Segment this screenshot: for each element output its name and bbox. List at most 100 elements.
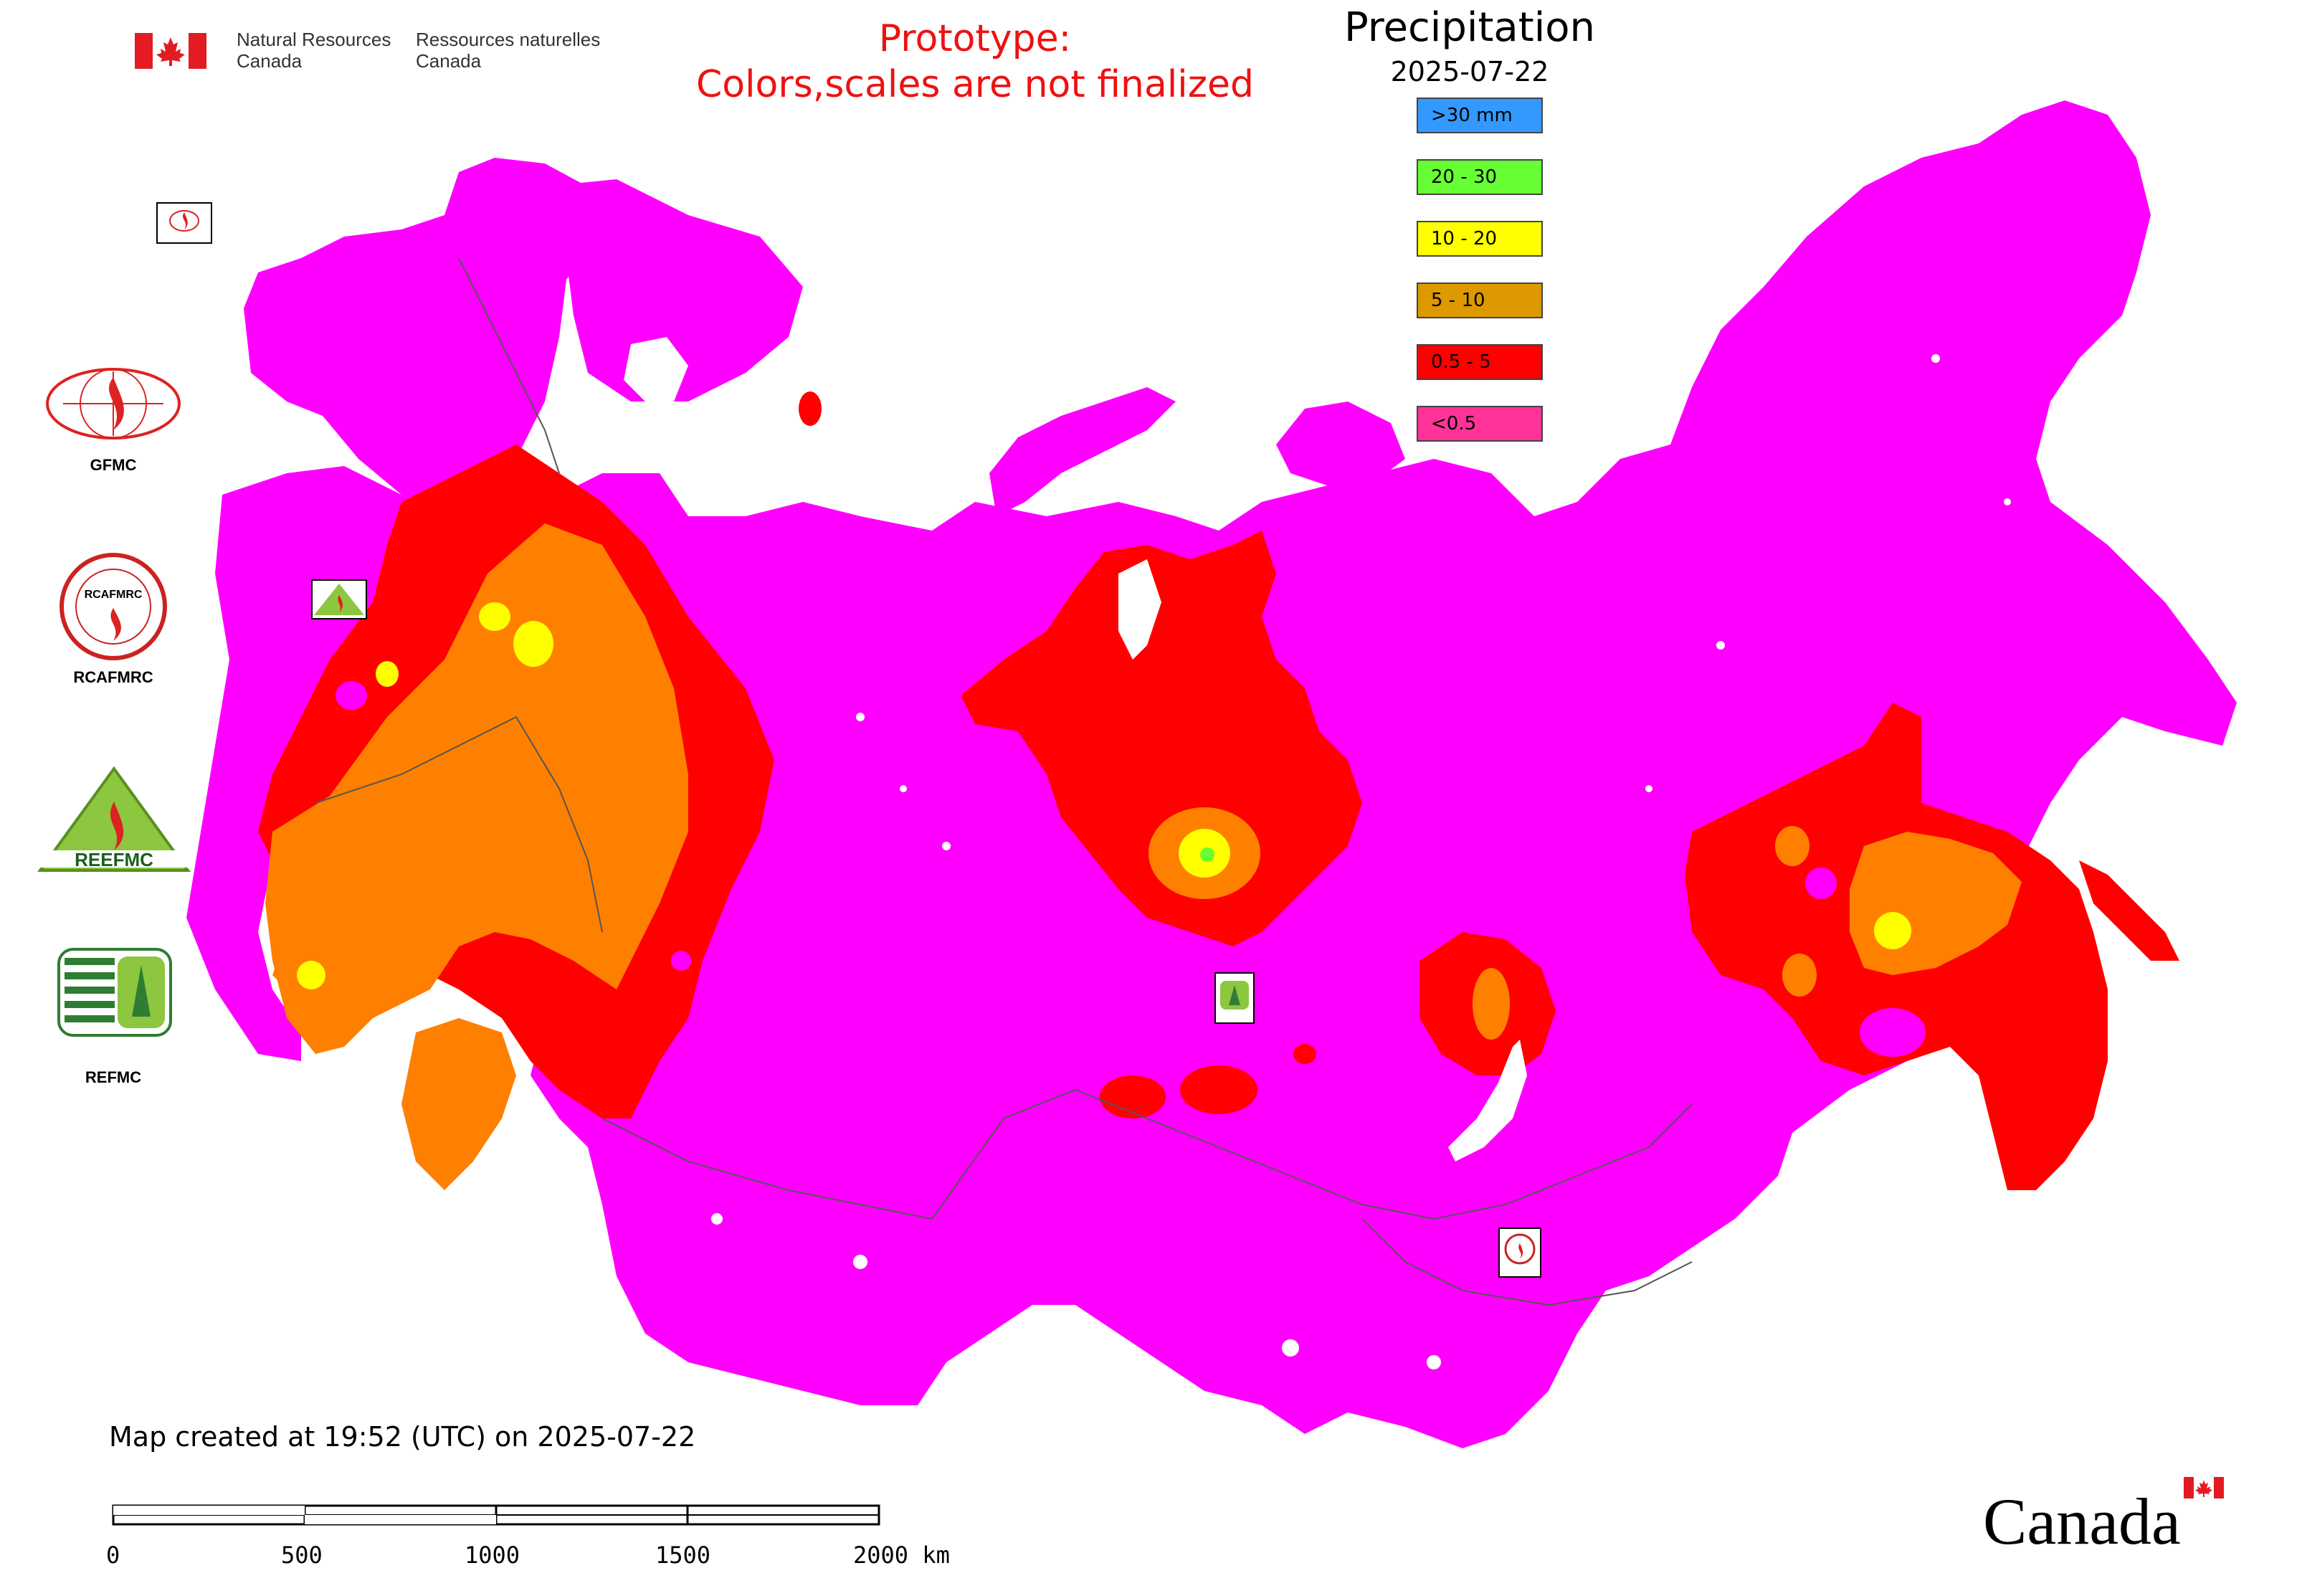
gfmc-logo xyxy=(42,364,185,443)
water-dot xyxy=(856,713,865,721)
magenta-spot-4 xyxy=(671,951,691,971)
canada-wordmark-flag-icon xyxy=(2184,1477,2224,1498)
nrcan-fr-line2: Canada xyxy=(416,50,482,72)
rcafmrc-logo: RCAFMRC xyxy=(57,551,169,662)
nrcan-fr-line1: Ressources naturelles xyxy=(416,29,601,50)
legend-item-gt-30: >30 mm xyxy=(1417,98,1543,133)
nrcan-en-line1: Natural Resources xyxy=(237,29,391,50)
rcafmrc-map-marker xyxy=(1498,1227,1541,1278)
scandinavia-region xyxy=(244,158,599,516)
scale-tick-1500: 1500 xyxy=(655,1542,711,1569)
border-line-kazakh xyxy=(601,1088,1693,1220)
scale-tick-0: 0 xyxy=(106,1542,120,1569)
arctic-islands-region xyxy=(1276,402,1405,488)
water-dot xyxy=(853,1255,867,1269)
west-siberia-red-zone xyxy=(961,531,1362,946)
yellow-blob-south xyxy=(297,961,325,989)
nrcan-english-name: Natural Resources Canada xyxy=(237,29,391,72)
low-precip-spots xyxy=(336,681,1926,1057)
russia-mainland-region xyxy=(502,100,2237,1448)
gulf-of-ob xyxy=(1118,559,1161,660)
scale-tick-500: 500 xyxy=(281,1542,323,1569)
reefmc-triangle-icon: REEFMC xyxy=(37,766,191,872)
gfmc-emblem-icon xyxy=(46,368,181,440)
white-sea xyxy=(624,337,688,402)
yellow-blob-far-east xyxy=(1874,912,1911,949)
rcafmrc-mark-text: RCAFMRC xyxy=(85,589,143,601)
water-dot xyxy=(942,842,951,850)
canada-wordmark: Canada xyxy=(1983,1477,2227,1556)
reefmc-logo: REEFMC xyxy=(37,766,191,873)
baikal-orange-blob xyxy=(1473,968,1510,1040)
water-dot xyxy=(900,785,907,792)
border-line-west xyxy=(315,716,603,933)
legend-item-5-10: 5 - 10 xyxy=(1417,282,1543,318)
water-features xyxy=(711,354,2011,1369)
scale-tick-1000: 1000 xyxy=(465,1542,520,1569)
canada-flag-icon xyxy=(135,33,206,69)
legend-item-lt-0-5: <0.5 xyxy=(1417,406,1543,442)
yellow-blob-west xyxy=(376,661,399,687)
prototype-notice-line1: Prototype: xyxy=(878,17,1072,60)
scale-bar: 0 500 1000 1500 2000 km xyxy=(106,1503,950,1569)
altai-red-blob xyxy=(1100,1075,1166,1118)
water-dot xyxy=(1282,1339,1299,1357)
refmc-emblem-icon xyxy=(57,948,172,1037)
water-dot xyxy=(711,1213,723,1225)
prototype-notice: Prototype: Colors,scales are not finaliz… xyxy=(645,16,1305,108)
rcafmrc-label: RCAFMRC xyxy=(73,668,153,686)
legend-date: 2025-07-22 xyxy=(1390,56,1549,87)
borders xyxy=(315,257,1693,1306)
nrcan-en-line2: Canada xyxy=(237,50,303,72)
legend: >30 mm 20 - 30 10 - 20 5 - 10 0.5 - 5 <0… xyxy=(1417,98,1546,467)
water-dot xyxy=(1716,641,1725,650)
western-russia-orange-zone xyxy=(265,523,688,1054)
border-line-nordic xyxy=(458,257,560,474)
caucasus-region xyxy=(401,1018,516,1190)
precip-10-to-20-zones xyxy=(297,602,1911,989)
sayan-red-blob xyxy=(1180,1065,1257,1114)
water-dot xyxy=(1427,1355,1441,1369)
canada-wordmark-text: Canada xyxy=(1983,1485,2181,1558)
border-line-mongolia xyxy=(1361,1218,1693,1306)
small-red-blob xyxy=(1293,1044,1316,1064)
reefmc-map-marker xyxy=(311,579,367,619)
far-east-orange-blob-1 xyxy=(1775,826,1809,866)
far-east-orange-blob-2 xyxy=(1782,954,1817,997)
rcafmrc-marker-icon xyxy=(1504,1233,1536,1265)
prototype-notice-line2: Colors,scales are not finalized xyxy=(695,63,1255,106)
refmc-marker-icon xyxy=(1220,981,1249,1010)
lake-baikal xyxy=(1448,1040,1527,1162)
magenta-spot-2 xyxy=(1805,868,1837,899)
kola-karelia-region xyxy=(545,179,803,402)
legend-item-10-20: 10 - 20 xyxy=(1417,221,1543,257)
refmc-map-marker xyxy=(1214,972,1255,1024)
green-blob-siberia xyxy=(1200,847,1214,862)
scale-bar-graphic xyxy=(112,1504,880,1526)
refmc-label: REFMC xyxy=(85,1068,142,1086)
legend-item-20-30: 20 - 30 xyxy=(1417,159,1543,195)
map-created-timestamp: Map created at 19:52 (UTC) on 2025-07-22 xyxy=(109,1421,696,1453)
nrcan-french-name: Ressources naturelles Canada xyxy=(416,29,600,72)
kamchatka-region xyxy=(1921,315,2179,703)
yellow-blob-north xyxy=(479,602,510,631)
refmc-logo xyxy=(57,948,172,1037)
reefmc-marker-icon xyxy=(314,584,364,615)
yellow-blob-moscow xyxy=(513,621,553,667)
water-dot xyxy=(1645,785,1652,792)
magenta-spot-3 xyxy=(1860,1008,1926,1057)
gfmc-small-logo xyxy=(156,202,212,244)
nrcan-signature: Natural Resources Canada Ressources natu… xyxy=(135,29,608,72)
legend-title: Precipitation xyxy=(1343,4,1596,51)
kola-red-blob xyxy=(799,391,822,426)
sakhalin-red-zone xyxy=(2079,860,2179,961)
magenta-spot-1 xyxy=(336,681,367,710)
scale-tick-2000: 2000 km xyxy=(853,1542,950,1569)
reefmc-mark-text: REEFMC xyxy=(75,849,153,870)
novaya-zemlya-region xyxy=(989,387,1176,516)
water-dot xyxy=(1931,354,1940,363)
rcafmrc-emblem-icon: RCAFMRC xyxy=(60,553,167,660)
gfmc-label: GFMC xyxy=(90,456,137,474)
water-dot xyxy=(2004,498,2011,505)
